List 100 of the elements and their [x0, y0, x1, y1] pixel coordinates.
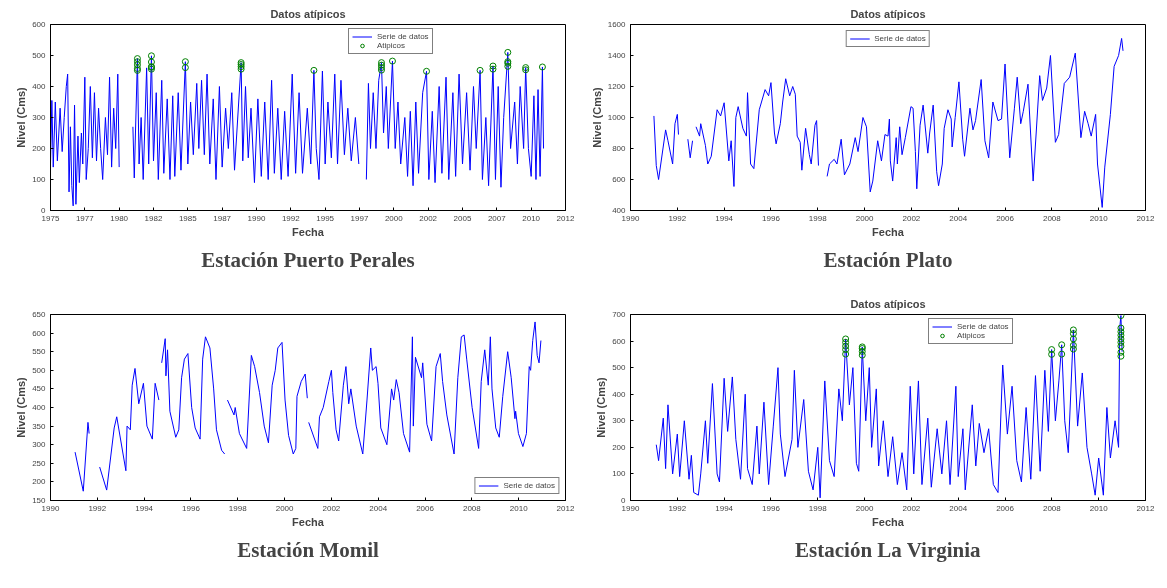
x-tick-label: 1987: [213, 213, 232, 223]
y-tick-label: 150: [32, 496, 47, 505]
chart-title: Datos atípicos: [270, 7, 346, 20]
x-tick-label: 2012: [556, 503, 575, 513]
chart-title: Datos atípicos: [850, 297, 926, 310]
y-tick-label: 600: [32, 20, 47, 29]
chart-title: Datos atípicos: [850, 7, 926, 20]
y-tick-label: 1400: [607, 51, 627, 60]
y-tick-label: 0: [621, 496, 627, 505]
y-tick-label: 700: [612, 310, 627, 319]
x-tick-label: 2002: [419, 213, 438, 223]
y-axis-title: Nivel (Cms): [15, 376, 28, 438]
x-tick-label: 2002: [322, 503, 341, 513]
x-tick-label: 2008: [462, 503, 482, 513]
x-tick-label: 1996: [182, 503, 201, 513]
x-axis-title: Fecha: [872, 225, 905, 238]
y-tick-label: 400: [612, 389, 627, 399]
x-tick-label: 1994: [135, 503, 154, 513]
text: Estación La Virginia: [795, 537, 982, 562]
x-tick-label: 1980: [110, 213, 129, 223]
x-tick-label: 1982: [144, 213, 163, 223]
x-tick-label: 1992: [281, 213, 301, 223]
x-tick-label: 1994: [715, 503, 734, 513]
x-tick-label: 2000: [275, 503, 295, 513]
y-tick-label: 300: [32, 113, 47, 122]
y-tick-label: 600: [32, 328, 47, 338]
y-tick-label: 500: [32, 51, 47, 60]
x-tick-label: 1995: [316, 213, 335, 223]
y-tick-label: 200: [612, 442, 627, 452]
y-tick-label: 1200: [607, 82, 627, 91]
y-axis-title: Nivel (Cms): [590, 86, 603, 148]
x-tick-label: 2005: [453, 213, 472, 223]
y-axis-title: Nivel (Cms): [15, 86, 28, 148]
x-tick-label: 1998: [808, 503, 828, 513]
x-tick-label: 2004: [949, 503, 968, 513]
y-tick-label: 600: [612, 175, 627, 184]
y-tick-label: 200: [32, 144, 47, 153]
x-tick-label: 2010: [1089, 503, 1109, 513]
text: Estación Plato: [823, 247, 953, 272]
x-tick-label: 1990: [41, 503, 60, 513]
x-tick-label: 1997: [350, 213, 369, 223]
y-tick-label: 550: [32, 347, 47, 357]
x-axis-title: Fecha: [872, 515, 905, 528]
y-tick-label: 500: [612, 363, 627, 373]
x-tick-label: 2012: [1136, 503, 1155, 513]
y-tick-label: 650: [32, 310, 47, 319]
y-tick-label: 1600: [607, 20, 627, 29]
legend-label: Atipicos: [957, 331, 986, 340]
x-tick-label: 2006: [416, 503, 435, 513]
y-tick-label: 250: [32, 458, 47, 468]
x-tick-label: 2007: [487, 213, 507, 223]
x-tick-label: 2004: [949, 213, 968, 223]
x-tick-label: 1990: [621, 503, 640, 513]
y-tick-label: 0: [41, 206, 47, 215]
y-tick-label: 100: [612, 469, 627, 479]
y-tick-label: 300: [612, 416, 627, 426]
y-tick-label: 500: [32, 365, 47, 375]
y-tick-label: 200: [32, 477, 47, 487]
legend-label: Serie de datos: [874, 34, 926, 43]
y-tick-label: 300: [32, 440, 47, 450]
legend-label: Serie de datos: [957, 322, 1009, 331]
y-tick-label: 800: [612, 144, 627, 153]
legend-label: Atipicos: [377, 41, 406, 50]
x-tick-label: 1977: [75, 213, 95, 223]
x-tick-label: 1975: [41, 213, 60, 223]
x-tick-label: 2008: [1042, 213, 1062, 223]
x-tick-label: 1996: [762, 503, 781, 513]
x-tick-label: 2006: [996, 213, 1015, 223]
x-tick-label: 2002: [902, 503, 921, 513]
x-tick-label: 2000: [855, 503, 875, 513]
y-tick-label: 400: [612, 206, 627, 215]
x-tick-label: 2010: [1089, 213, 1109, 223]
x-tick-label: 1996: [762, 213, 781, 223]
x-tick-label: 2000: [855, 213, 875, 223]
y-tick-label: 100: [32, 175, 47, 184]
x-axis-title: Fecha: [292, 225, 325, 238]
x-tick-label: 2010: [522, 213, 541, 223]
x-tick-label: 1992: [668, 213, 687, 223]
x-tick-label: 1992: [88, 503, 107, 513]
y-tick-label: 1000: [607, 113, 627, 122]
x-tick-label: 2012: [556, 213, 575, 223]
legend-label: Serie de datos: [377, 32, 429, 41]
x-tick-label: 1985: [178, 213, 198, 223]
x-tick-label: 2010: [509, 503, 529, 513]
x-tick-label: 2002: [902, 213, 921, 223]
y-tick-label: 400: [32, 82, 47, 91]
x-tick-label: 2008: [1042, 503, 1062, 513]
x-tick-label: 1990: [621, 213, 640, 223]
y-axis-title: Nivel (Cms): [595, 376, 608, 438]
x-tick-label: 2004: [369, 503, 388, 513]
x-tick-label: 1990: [247, 213, 266, 223]
text: Estación Momil: [237, 537, 380, 562]
y-tick-label: 600: [612, 336, 627, 346]
y-tick-label: 450: [32, 384, 47, 394]
y-tick-label: 350: [32, 421, 47, 431]
legend-label: Serie de datos: [503, 481, 555, 490]
x-tick-label: 1992: [668, 503, 687, 513]
x-tick-label: 1998: [228, 503, 248, 513]
x-tick-label: 2006: [996, 503, 1015, 513]
x-tick-label: 1994: [715, 213, 734, 223]
